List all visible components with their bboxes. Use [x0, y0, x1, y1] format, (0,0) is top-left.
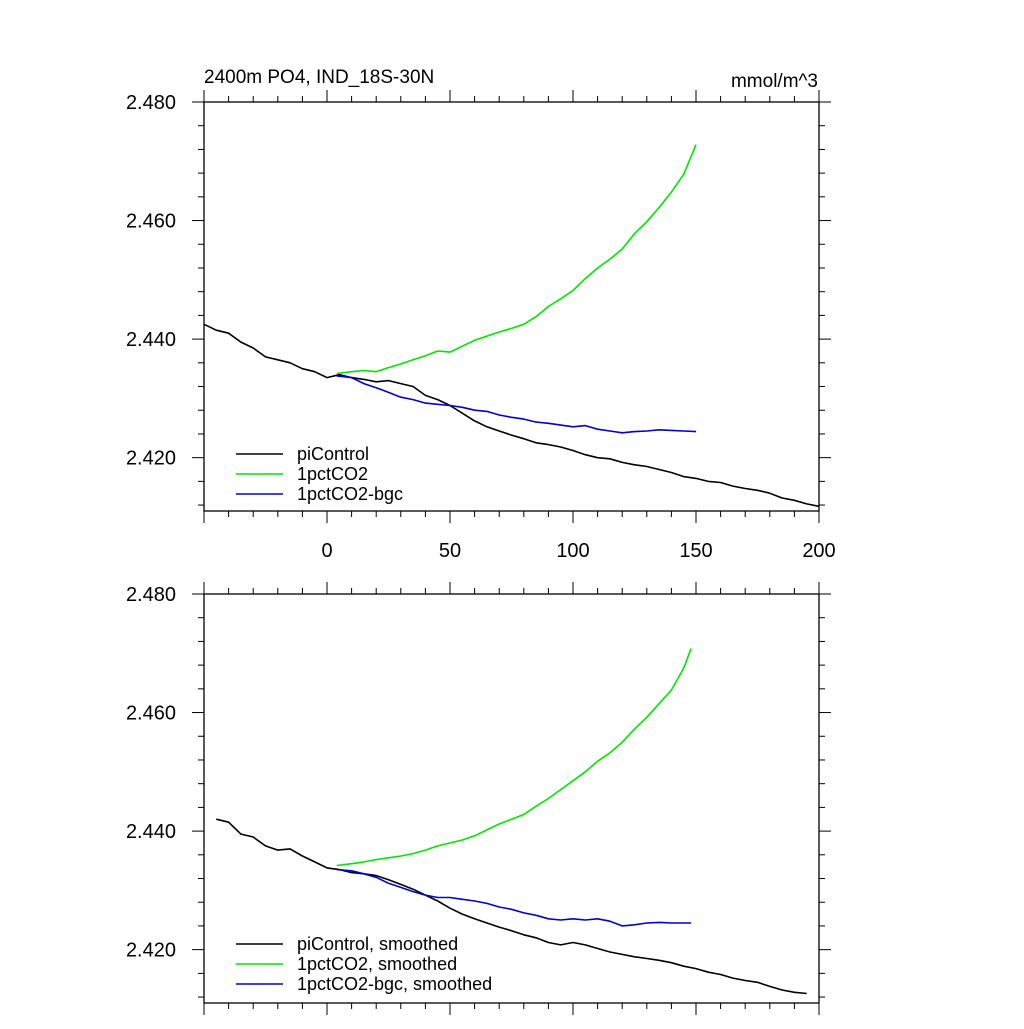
- series-line-1pctco2-bgc: [336, 375, 697, 434]
- x-tick-label: 200: [802, 540, 835, 562]
- x-tick-label: 150: [679, 540, 712, 562]
- panel-top: 0 50 100 150 200 2.420 2.440 2.460 2.480 piContro…: [126, 90, 836, 562]
- series-line-picontrol: [216, 818, 807, 995]
- y-tick-label: 2.460: [126, 211, 176, 233]
- series-line-picontrol: [204, 323, 819, 508]
- y-tick-label: 2.420: [126, 448, 176, 470]
- series-line-1pctco2-bgc: [336, 868, 692, 927]
- legend-label: 1pctCO2-bgc, smoothed: [297, 974, 492, 994]
- y-tick-label: 2.440: [126, 329, 176, 351]
- y-tick-label: 2.460: [126, 703, 176, 725]
- y-tick-label: 2.480: [126, 92, 176, 114]
- plot-frame: [203, 593, 820, 1004]
- chart-title: 2400m PO4, IND_18S-30N: [204, 67, 434, 88]
- legend-label: 1pctCO2, smoothed: [297, 954, 457, 974]
- y-tick-label: 2.480: [126, 584, 176, 606]
- series-line-1pctco2: [336, 648, 692, 867]
- x-tick-label: 50: [439, 540, 461, 562]
- y-tick-label: 2.420: [126, 940, 176, 962]
- legend-label: piControl: [297, 444, 369, 464]
- x-tick-label: 100: [556, 540, 589, 562]
- x-tick-label: 0: [321, 540, 332, 562]
- units-label: mmol/m^3: [731, 71, 818, 92]
- plot-frame: [203, 101, 820, 512]
- legend-label: 1pctCO2: [297, 464, 368, 484]
- series-line-1pctco2: [336, 144, 697, 375]
- legend-label: piControl, smoothed: [297, 934, 458, 954]
- y-tick-label: 2.440: [126, 821, 176, 843]
- legend-label: 1pctCO2-bgc: [297, 484, 403, 504]
